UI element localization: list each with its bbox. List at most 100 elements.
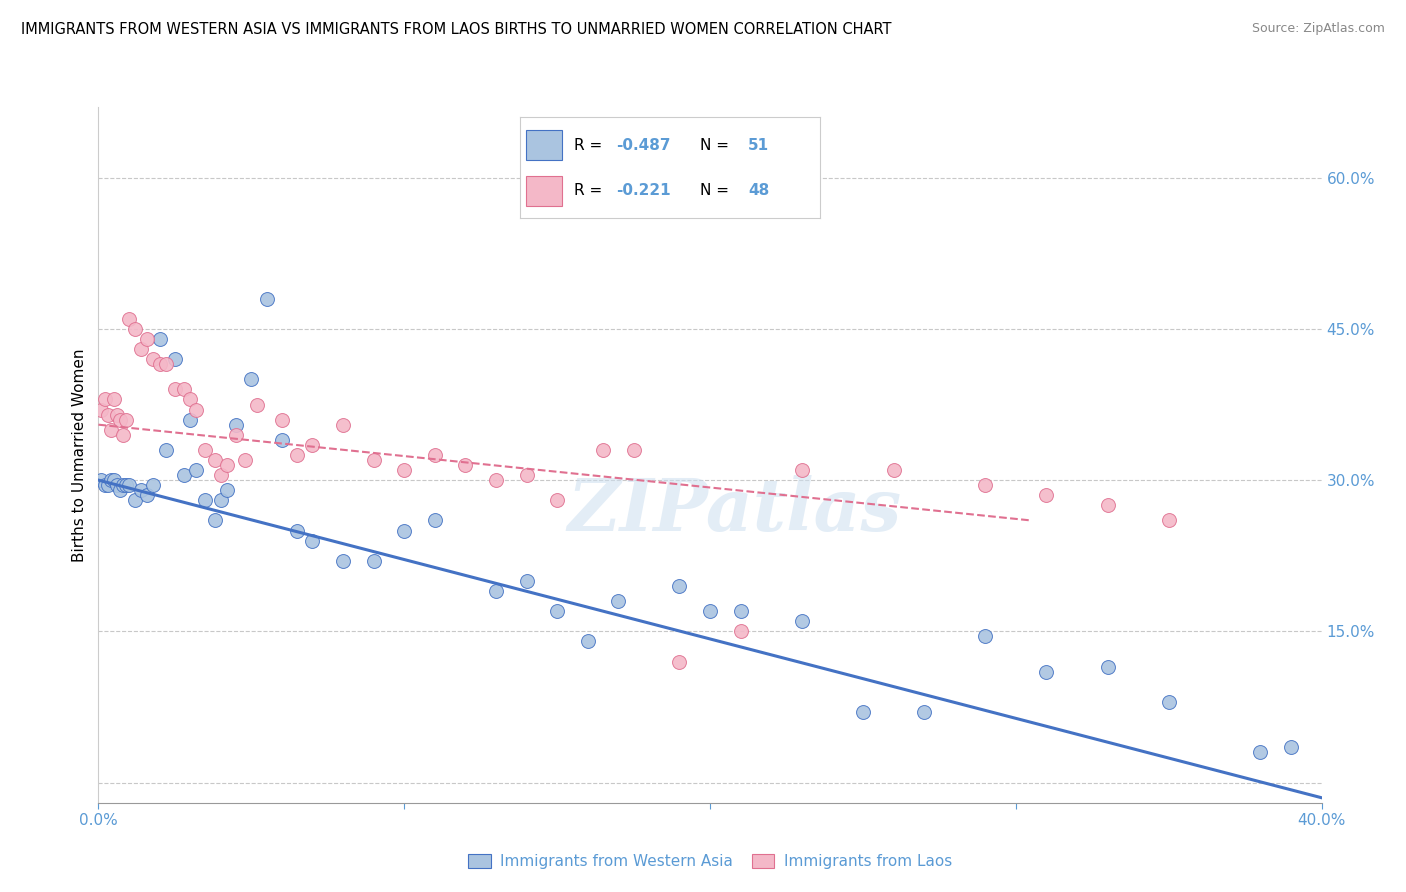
Point	[97, 408, 120, 422]
Point	[97, 478, 120, 492]
Point	[423, 448, 446, 462]
Point	[209, 493, 232, 508]
Point	[883, 463, 905, 477]
Point	[149, 332, 172, 346]
Point	[576, 634, 599, 648]
Point	[423, 513, 446, 527]
Text: Source: ZipAtlas.com: Source: ZipAtlas.com	[1251, 22, 1385, 36]
Point	[485, 473, 508, 487]
Point	[332, 554, 354, 568]
Point	[105, 408, 128, 422]
Point	[363, 554, 385, 568]
Point	[186, 402, 208, 417]
Point	[1097, 499, 1119, 513]
Point	[111, 478, 134, 492]
Point	[546, 493, 568, 508]
Point	[90, 473, 112, 487]
Point	[485, 584, 508, 599]
Point	[179, 392, 201, 407]
Point	[546, 604, 568, 618]
Text: IMMIGRANTS FROM WESTERN ASIA VS IMMIGRANTS FROM LAOS BIRTHS TO UNMARRIED WOMEN C: IMMIGRANTS FROM WESTERN ASIA VS IMMIGRAN…	[21, 22, 891, 37]
Point	[852, 705, 875, 719]
Point	[204, 513, 226, 527]
Point	[225, 427, 247, 442]
Point	[103, 392, 125, 407]
Point	[974, 478, 997, 492]
Point	[103, 473, 125, 487]
Point	[592, 442, 614, 457]
Point	[142, 352, 165, 367]
Point	[1035, 665, 1057, 679]
Point	[173, 468, 195, 483]
Point	[1157, 695, 1180, 709]
Point	[730, 604, 752, 618]
Point	[699, 604, 721, 618]
Point	[204, 453, 226, 467]
Point	[93, 478, 115, 492]
Point	[607, 594, 630, 608]
Point	[115, 478, 138, 492]
Point	[149, 357, 172, 371]
Point	[118, 311, 141, 326]
Point	[100, 473, 122, 487]
Point	[270, 433, 292, 447]
Point	[332, 417, 354, 432]
Point	[730, 624, 752, 639]
Point	[111, 427, 134, 442]
Point	[179, 412, 201, 426]
Point	[194, 442, 217, 457]
Point	[1249, 745, 1271, 759]
Point	[270, 412, 292, 426]
Point	[285, 524, 308, 538]
Point	[129, 342, 152, 356]
Point	[516, 574, 538, 588]
Point	[256, 292, 278, 306]
Point	[108, 483, 131, 498]
Text: ZIPatlas: ZIPatlas	[568, 475, 901, 546]
Point	[668, 579, 690, 593]
Point	[163, 383, 186, 397]
Point	[1035, 488, 1057, 502]
Point	[363, 453, 385, 467]
Point	[392, 524, 416, 538]
Point	[516, 468, 538, 483]
Point	[186, 463, 208, 477]
Point	[912, 705, 935, 719]
Point	[623, 442, 645, 457]
Point	[209, 468, 232, 483]
Point	[90, 402, 112, 417]
Point	[215, 483, 238, 498]
Point	[240, 372, 263, 386]
Point	[194, 493, 217, 508]
Point	[790, 615, 813, 629]
Point	[124, 322, 146, 336]
Point	[790, 463, 813, 477]
Point	[392, 463, 416, 477]
Point	[233, 453, 256, 467]
Point	[142, 478, 165, 492]
Point	[301, 533, 323, 548]
Point	[163, 352, 186, 367]
Point	[105, 478, 128, 492]
Point	[173, 383, 195, 397]
Point	[974, 629, 997, 643]
Point	[118, 478, 141, 492]
Point	[108, 412, 131, 426]
Point	[225, 417, 247, 432]
Point	[246, 397, 269, 411]
Point	[136, 332, 159, 346]
Point	[668, 655, 690, 669]
Point	[1279, 740, 1302, 755]
Point	[124, 493, 146, 508]
Point	[93, 392, 115, 407]
Point	[129, 483, 152, 498]
Point	[155, 357, 177, 371]
Point	[301, 438, 323, 452]
Y-axis label: Births to Unmarried Women: Births to Unmarried Women	[72, 348, 87, 562]
Point	[454, 458, 477, 472]
Legend: Immigrants from Western Asia, Immigrants from Laos: Immigrants from Western Asia, Immigrants…	[463, 848, 957, 875]
Point	[1097, 659, 1119, 673]
Point	[155, 442, 177, 457]
Point	[215, 458, 238, 472]
Point	[285, 448, 308, 462]
